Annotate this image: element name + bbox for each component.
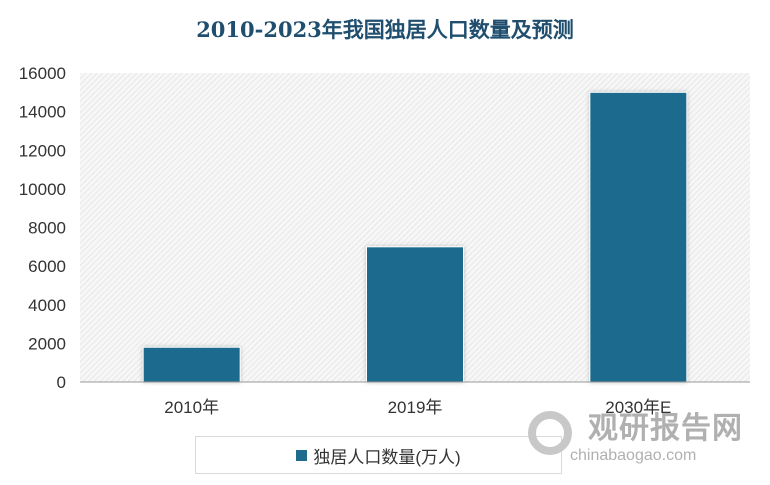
chart-title: 2010-2023年我国独居人口数量及预测 (196, 17, 574, 42)
y-tick-label: 10000 (19, 180, 66, 199)
bar (366, 246, 464, 383)
y-tick-label: 4000 (28, 296, 66, 315)
x-tick-label: 2019年 (388, 398, 443, 417)
watermark-logo-icon (528, 411, 572, 455)
legend: 独居人口数量(万人) (195, 436, 562, 474)
y-tick-label: 2000 (28, 334, 66, 353)
x-tick-label: 2030年E (605, 398, 671, 417)
bar (142, 346, 241, 383)
y-tick-label: 8000 (28, 219, 66, 238)
legend-swatch (296, 449, 308, 461)
legend-label: 独居人口数量(万人) (313, 447, 461, 467)
watermark-en: chinabaogao.com (570, 447, 697, 464)
x-tick-label: 2010年 (164, 398, 219, 417)
watermark-cn: 观研报告网 (588, 412, 743, 445)
y-tick-label: 6000 (28, 257, 66, 276)
y-tick-label: 12000 (19, 141, 66, 160)
y-tick-label: 0 (57, 373, 66, 392)
y-tick-label: 16000 (19, 64, 66, 83)
watermark: 观研报告网 chinabaogao.com (528, 403, 743, 465)
bar (589, 91, 688, 383)
y-tick-label: 14000 (19, 103, 66, 122)
